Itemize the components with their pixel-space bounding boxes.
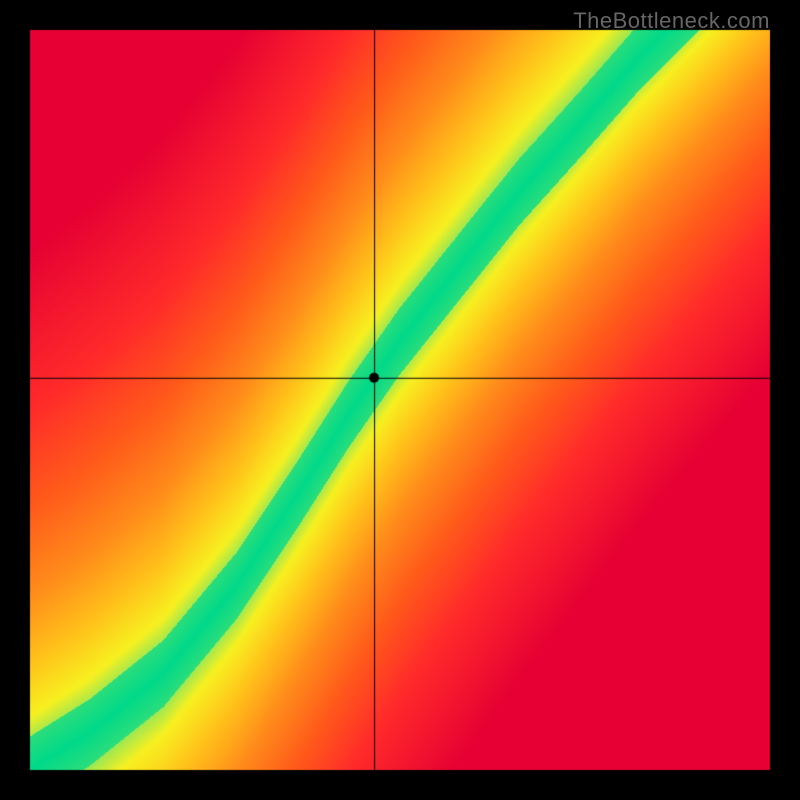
heatmap-canvas [0, 0, 800, 800]
bottleneck-heatmap-chart: TheBottleneck.com [0, 0, 800, 800]
watermark-text: TheBottleneck.com [573, 8, 770, 34]
